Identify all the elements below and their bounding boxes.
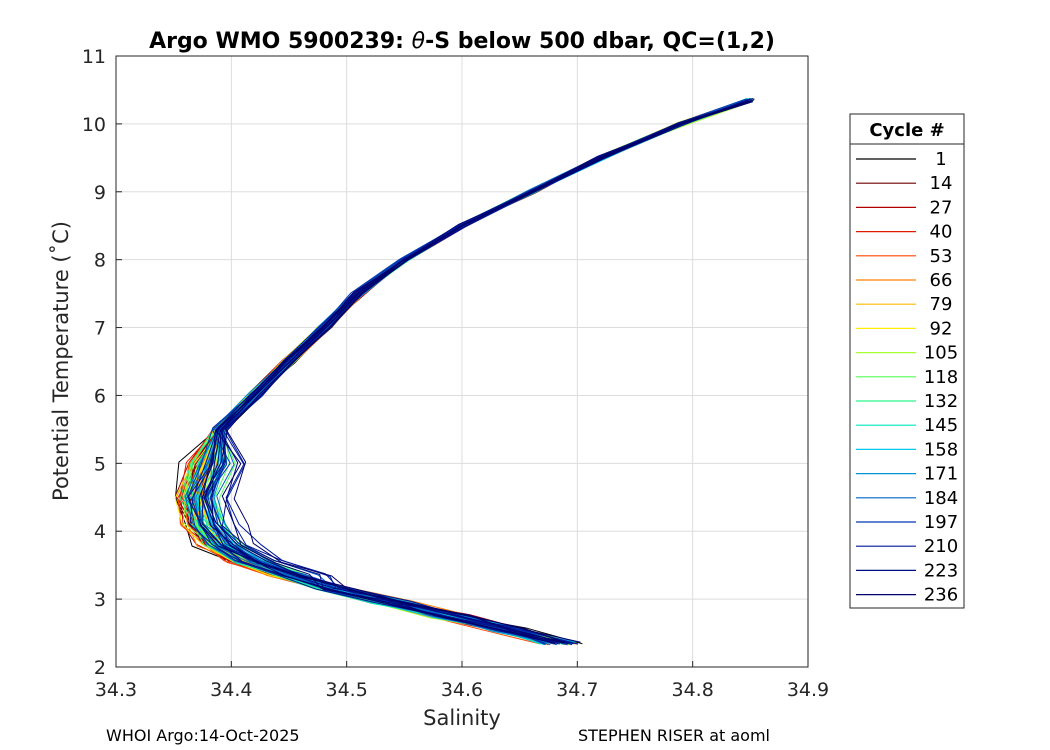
x-axis-label: Salinity: [423, 706, 501, 730]
y-tick-label: 11: [82, 46, 106, 68]
x-tick-label: 34.7: [556, 679, 598, 701]
legend-label-53: 53: [930, 246, 953, 267]
legend-label-171: 171: [924, 464, 958, 485]
x-tick-label: 34.6: [441, 679, 483, 701]
x-tick-label: 34.9: [787, 679, 829, 701]
footer-left: WHOI Argo:14-Oct-2025: [106, 726, 300, 745]
legend-label-118: 118: [924, 367, 958, 388]
legend-title: Cycle #: [869, 120, 944, 141]
y-tick-labels: 2 3 4 5 6 7 8 9 10 11: [82, 46, 106, 679]
y-tick-label: 6: [94, 385, 106, 407]
y-tick-label: 8: [94, 250, 106, 272]
legend-label-92: 92: [930, 318, 953, 339]
y-tick-label: 7: [94, 318, 106, 340]
legend-label-27: 27: [930, 197, 953, 218]
legend-box: [849, 113, 965, 609]
y-tick-label: 10: [82, 114, 106, 136]
legend-label-14: 14: [930, 173, 953, 194]
plot-frame: [115, 55, 809, 668]
x-tick-label: 34.3: [95, 679, 137, 701]
legend-label-66: 66: [930, 270, 953, 291]
legend: Cycle # 1 14 27 40 53 66 79 92 105 118 132 145 158 17…: [849, 113, 965, 609]
y-tick-label: 9: [94, 182, 106, 204]
profile-lines: [174, 97, 755, 646]
y-tick-label: 4: [94, 521, 106, 543]
legend-label-236: 236: [924, 585, 958, 606]
x-tick-labels: 34.3 34.4 34.5 34.6 34.7 34.8 34.9: [95, 679, 829, 701]
legend-label-158: 158: [924, 439, 958, 460]
chart-title: Argo WMO 5900239: θ-S below 500 dbar, QC…: [149, 29, 775, 54]
legend-label-145: 145: [924, 415, 958, 436]
y-tick-label: 2: [94, 657, 106, 679]
y-tick-label: 5: [94, 453, 106, 475]
y-axis-label: Potential Temperature (˚C): [49, 221, 73, 501]
legend-label-40: 40: [930, 222, 953, 243]
legend-label-132: 132: [924, 391, 958, 412]
x-tick-label: 34.5: [326, 679, 368, 701]
legend-label-197: 197: [924, 512, 958, 533]
x-tick-label: 34.8: [672, 679, 714, 701]
legend-label-184: 184: [924, 488, 958, 509]
legend-label-223: 223: [924, 560, 958, 581]
legend-label-79: 79: [930, 294, 953, 315]
legend-label-210: 210: [924, 536, 958, 557]
footer-right: STEPHEN RISER at aoml: [578, 726, 770, 745]
legend-label-1: 1: [935, 149, 946, 170]
x-tick-label: 34.4: [210, 679, 252, 701]
profile-line-cycle-236: [211, 101, 754, 645]
legend-label-105: 105: [924, 343, 958, 364]
y-tick-label: 3: [94, 589, 106, 611]
